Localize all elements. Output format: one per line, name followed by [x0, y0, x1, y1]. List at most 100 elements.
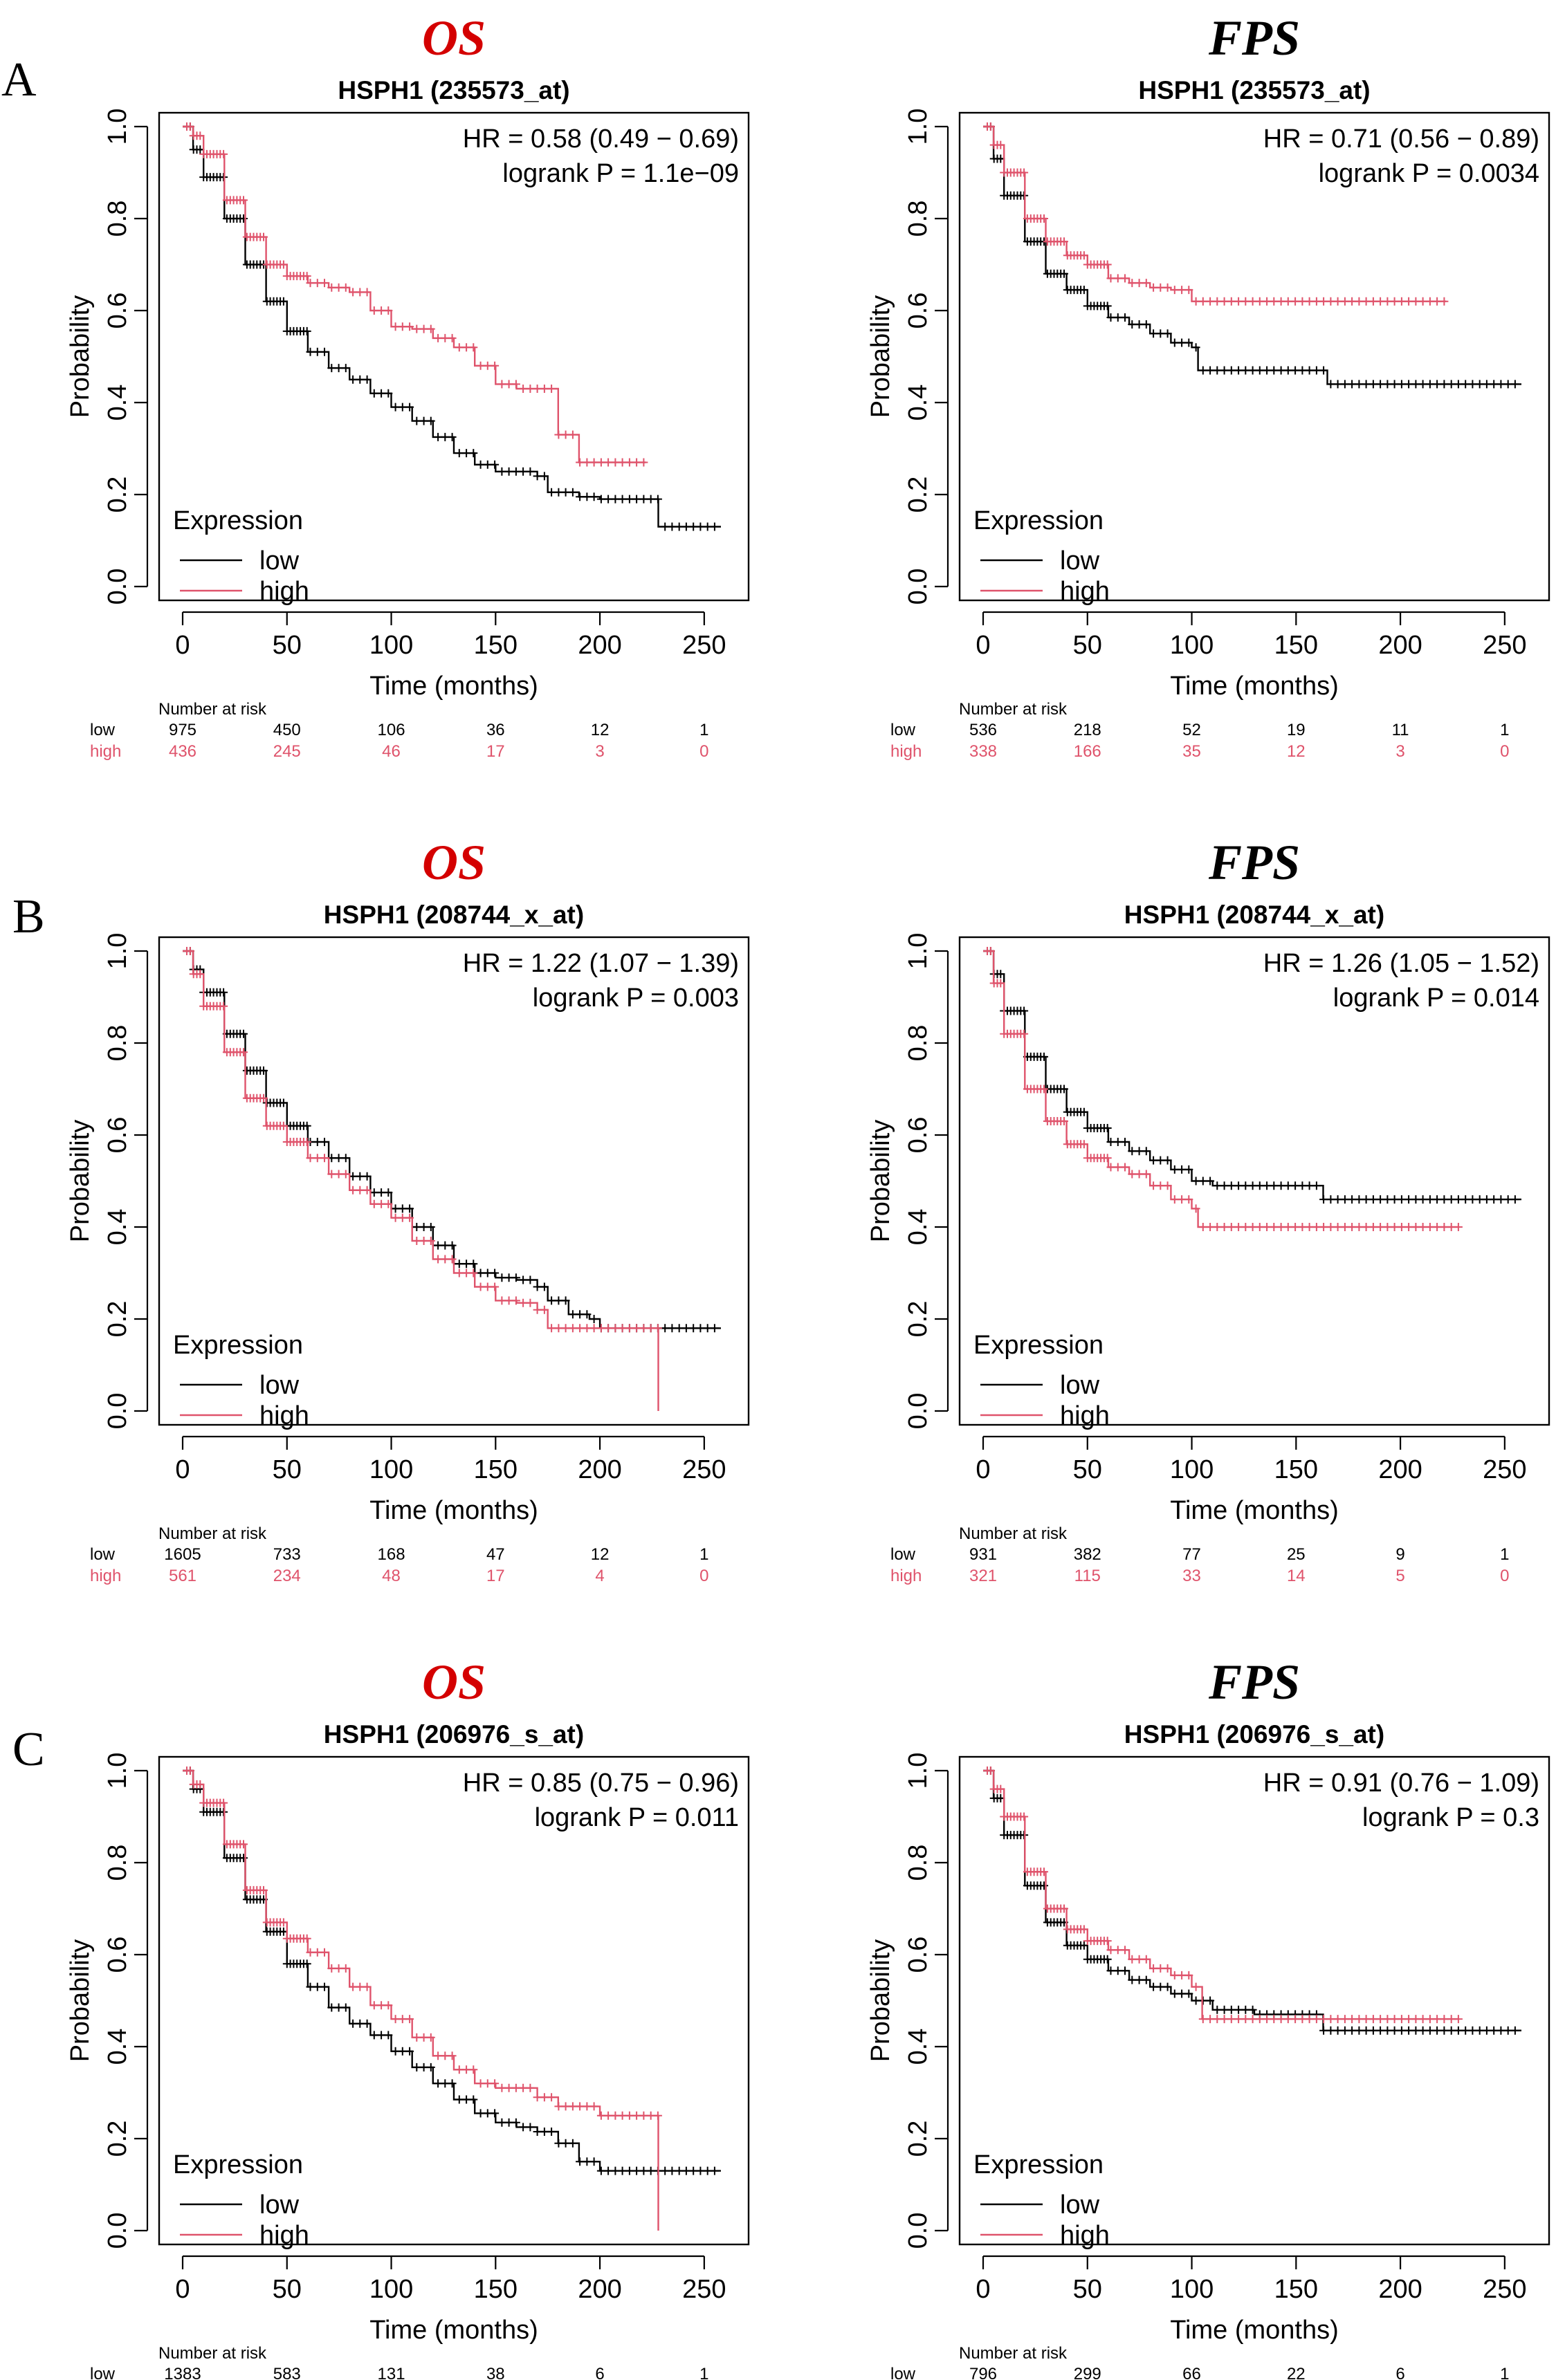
censor-mark: [646, 2166, 655, 2175]
censor-mark: [1263, 297, 1272, 306]
x-tick-label: 200: [1378, 2275, 1422, 2304]
censor-mark: [377, 306, 386, 315]
risk-count: 66: [1182, 2365, 1201, 2380]
censor-mark: [576, 2102, 585, 2111]
x-tick-label: 200: [1378, 631, 1422, 660]
censor-mark: [363, 375, 372, 384]
censor-mark: [462, 1269, 471, 1277]
censor-mark: [391, 2015, 400, 2024]
censor-mark: [1103, 260, 1112, 269]
censor-mark: [455, 1269, 464, 1277]
censor-mark: [547, 2093, 556, 2102]
censor-mark: [504, 380, 513, 389]
legend-title: Expression: [173, 1331, 303, 1360]
censor-mark: [1270, 1181, 1279, 1190]
censor-mark: [1440, 2015, 1449, 2024]
censor-mark: [1255, 1223, 1264, 1231]
censor-mark: [547, 2128, 556, 2136]
censor-mark: [441, 432, 450, 441]
censor-mark: [497, 2118, 506, 2127]
censor-mark: [1376, 2026, 1385, 2035]
censor-mark: [405, 322, 414, 331]
censor-mark: [1040, 1085, 1048, 1094]
x-tick-label: 200: [578, 631, 621, 660]
censor-mark: [1206, 366, 1215, 375]
legend-label-low: low: [1060, 546, 1100, 575]
censor-mark: [1440, 1223, 1449, 1231]
censor-mark: [1348, 380, 1357, 389]
censor-mark: [306, 1154, 315, 1163]
risk-count: 36: [486, 721, 505, 739]
censor-mark: [1490, 1195, 1499, 1204]
censor-mark: [1156, 329, 1165, 338]
censor-mark: [568, 430, 577, 439]
censor-mark: [589, 2157, 598, 2166]
censor-mark: [1206, 1996, 1215, 2005]
censor-mark: [1213, 366, 1222, 375]
censor-mark: [540, 1282, 549, 1291]
censor-mark: [327, 1170, 336, 1179]
censor-mark: [1454, 380, 1463, 389]
censor-mark: [653, 2111, 662, 2120]
censor-mark: [1276, 1223, 1285, 1231]
censor-mark: [583, 492, 592, 501]
y-tick-label: 0.6: [103, 1117, 132, 1154]
censor-mark: [1079, 286, 1088, 295]
legend-label-low: low: [1060, 1371, 1100, 1400]
censor-mark: [377, 2031, 386, 2040]
censor-mark: [1404, 380, 1413, 389]
censor-mark: [334, 1170, 343, 1179]
x-tick-label: 250: [1483, 631, 1526, 660]
y-tick-label: 0.2: [904, 1301, 933, 1338]
risk-row-label-low: low: [890, 721, 916, 739]
logrank-p-text: logrank P = 0.003: [533, 984, 739, 1013]
censor-mark: [1298, 2015, 1307, 2024]
censor-mark: [1270, 366, 1279, 375]
censor-mark: [1106, 1163, 1115, 1172]
censor-mark: [1461, 380, 1470, 389]
censor-mark: [398, 1213, 407, 1222]
censor-mark: [1305, 1223, 1314, 1231]
y-axis: 0.0 0.2 0.4 0.6 0.8 1.0 Probability: [66, 1753, 149, 2249]
censor-mark: [313, 1948, 322, 1957]
censor-mark: [639, 1324, 648, 1333]
x-tick-label: 50: [1073, 631, 1102, 660]
censor-marks-low: [983, 122, 1519, 389]
censor-mark: [363, 2019, 372, 2028]
x-tick-label: 100: [1170, 2275, 1214, 2304]
y-tick-label: 1.0: [103, 933, 132, 970]
censor-mark: [1383, 1223, 1392, 1231]
censor-mark: [646, 2111, 655, 2120]
censor-mark: [1362, 2026, 1371, 2035]
censor-mark: [1340, 380, 1349, 389]
censor-mark: [1149, 329, 1158, 338]
y-tick-label: 1.0: [103, 1753, 132, 1789]
censor-mark: [1433, 1223, 1442, 1231]
x-axis: 0 50 100 150 200 250 Time (months): [976, 1435, 1527, 1525]
censor-mark: [1220, 1181, 1229, 1190]
censor-mark: [1198, 297, 1207, 306]
x-tick-label: 50: [273, 2275, 302, 2304]
x-axis-label: Time (months): [369, 1496, 538, 1525]
censor-mark: [1326, 1195, 1335, 1204]
censor-mark: [455, 449, 464, 458]
censor-mark: [1156, 1156, 1165, 1165]
legend-label-low: low: [259, 2190, 300, 2220]
censor-mark: [434, 333, 443, 342]
censor-mark: [1348, 1195, 1357, 1204]
y-tick-label: 0.4: [103, 2029, 132, 2065]
censor-mark: [1333, 297, 1342, 306]
censor-mark: [405, 1213, 414, 1222]
censor-mark: [441, 2051, 450, 2060]
censor-mark: [334, 1964, 343, 1973]
censor-mark: [589, 1315, 598, 1323]
y-axis-label: Probability: [866, 1120, 895, 1242]
y-axis: 0.0 0.2 0.4 0.6 0.8 1.0 Probability: [66, 109, 149, 605]
censor-mark: [519, 385, 528, 393]
plot-frame: [958, 936, 1550, 1426]
censor-mark: [1163, 283, 1172, 292]
x-tick-label: 200: [1378, 1455, 1422, 1484]
censor-mark: [568, 488, 577, 497]
